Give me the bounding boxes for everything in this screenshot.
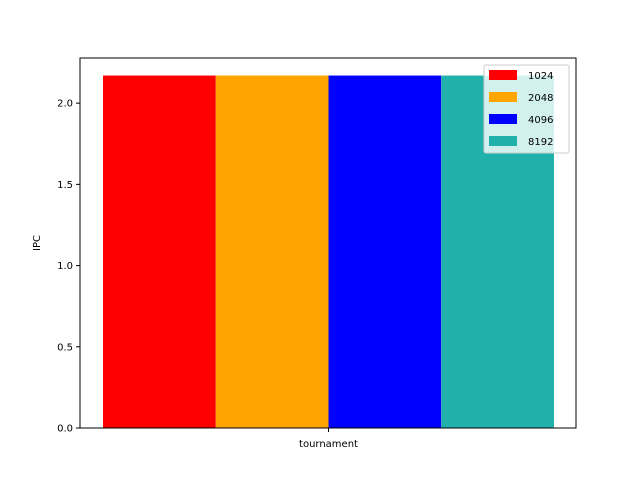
legend-label-4096: 4096	[528, 115, 553, 126]
y-axis-label: IPC	[32, 235, 43, 251]
y-tick-label: 2.0	[57, 99, 73, 110]
legend-label-1024: 1024	[528, 71, 553, 82]
y-tick-label: 1.5	[57, 180, 73, 191]
legend-label-8192: 8192	[528, 137, 553, 148]
x-tick-label: tournament	[299, 439, 358, 450]
legend-box	[483, 64, 570, 154]
y-tick-label: 1.0	[57, 261, 73, 272]
legend-swatch-8192	[489, 136, 517, 146]
x-axis: tournament	[299, 428, 358, 450]
bar-4096-tournament	[328, 75, 442, 429]
legend: 1024 2048 4096 8192	[483, 64, 570, 154]
y-tick-label: 0.5	[57, 342, 73, 353]
legend-label-2048: 2048	[528, 93, 553, 104]
legend-swatch-2048	[489, 92, 517, 102]
bar-1024-tournament	[103, 75, 216, 429]
y-axis: 0.0 0.5 1.0 1.5 2.0	[57, 99, 80, 435]
legend-swatch-1024	[489, 70, 517, 80]
bar-2048-tournament	[215, 75, 329, 429]
legend-swatch-4096	[489, 114, 517, 124]
y-tick-label: 0.0	[57, 424, 73, 435]
